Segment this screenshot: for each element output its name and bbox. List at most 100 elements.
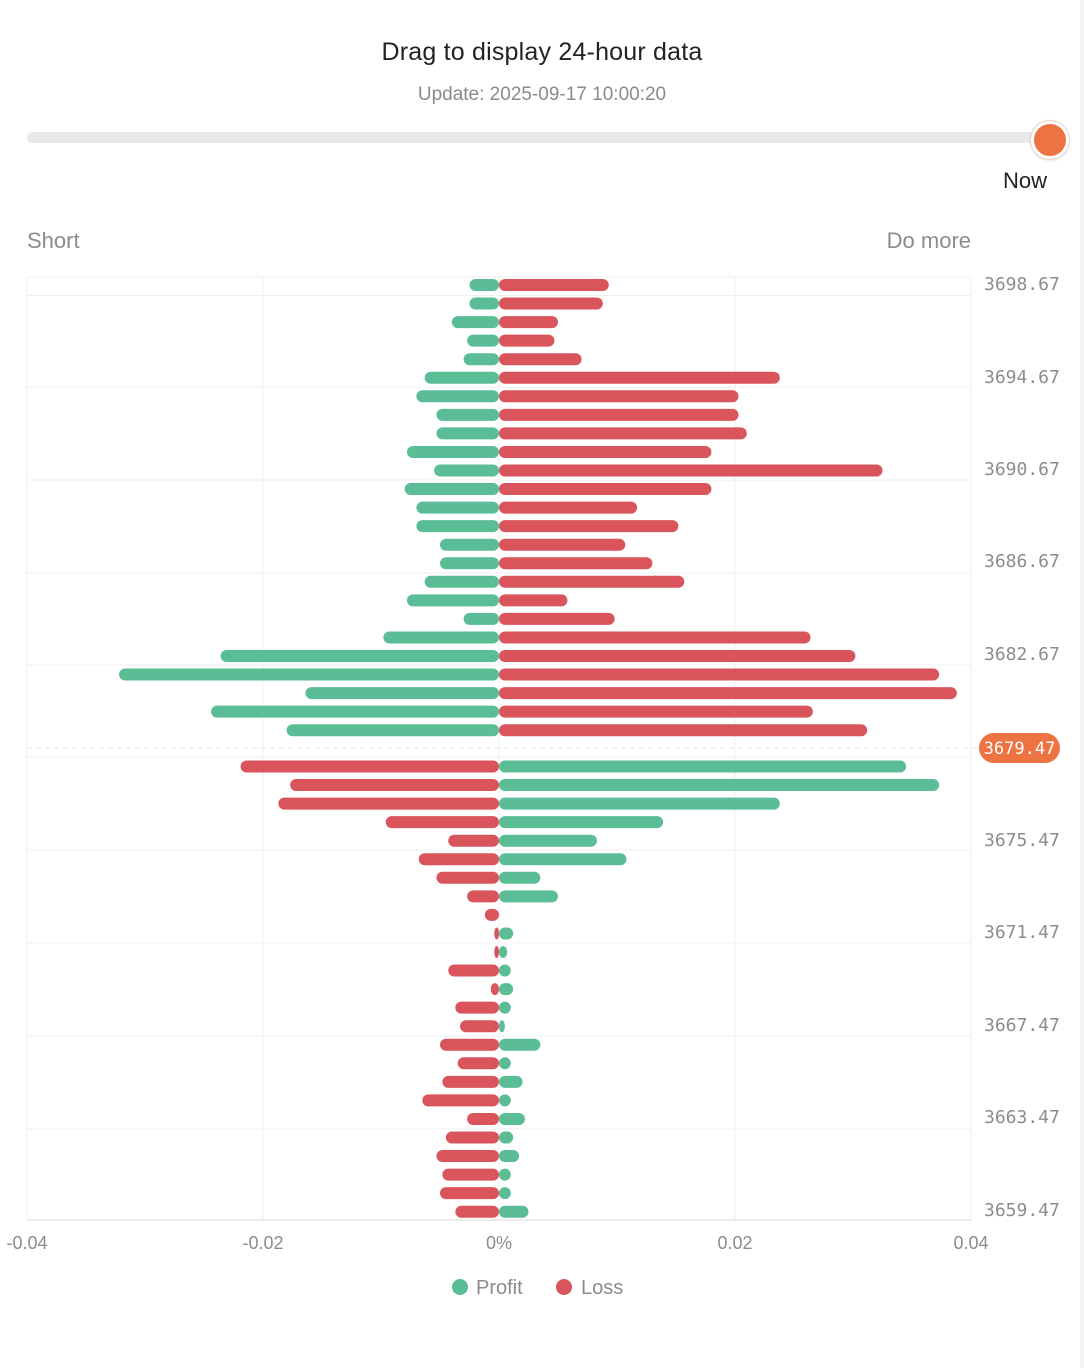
bar-below-long-0 [499,760,907,773]
bar-below-short-24 [455,1205,499,1218]
x-tick-label-1: -0.02 [242,1233,283,1253]
bar-above-long-4 [499,353,582,366]
bar-below-long-9 [499,927,514,940]
bar-above-long-15 [499,557,653,570]
bar-above-long-12 [499,501,638,514]
bar-above-long-1 [499,297,603,310]
bar-above-short-24 [286,724,499,737]
y-tick-label-5: 3675.47 [984,830,1060,851]
bar-below-long-18 [499,1094,511,1107]
bar-below-long-14 [499,1020,505,1033]
bar-below-long-17 [499,1075,523,1088]
short-label: Short [27,228,80,253]
bar-below-short-2 [278,797,499,810]
bar-above-long-6 [499,390,739,403]
bar-below-short-3 [385,816,499,829]
current-price-badge [979,733,1060,763]
bar-above-short-12 [416,501,499,514]
bar-above-long-22 [499,687,957,700]
legend-swatch-loss [556,1279,572,1295]
x-tick-label-0: -0.04 [6,1233,47,1253]
bar-above-long-20 [499,650,856,662]
bar-below-long-24 [499,1205,529,1218]
bar-above-long-8 [499,427,747,440]
bar-below-short-9 [494,927,499,940]
current-price-label: 3679.47 [984,739,1056,759]
x-tick-label-3: 0.02 [717,1233,752,1253]
bar-below-short-12 [490,983,499,996]
bar-below-long-22 [499,1168,511,1181]
bar-below-long-2 [499,797,780,810]
bar-below-short-4 [448,834,499,847]
bar-below-long-15 [499,1038,541,1051]
bar-above-short-7 [436,408,499,421]
bar-below-long-19 [499,1112,525,1125]
bar-above-short-19 [383,631,499,644]
bar-below-long-5 [499,853,627,866]
bar-below-short-20 [445,1131,499,1144]
bar-below-short-13 [455,1001,499,1014]
bar-below-long-11 [499,964,511,977]
bar-above-short-10 [434,464,499,477]
bar-below-long-20 [499,1131,514,1144]
bar-below-long-4 [499,834,597,847]
update-timestamp: Update: 2025-09-17 10:00:20 [417,84,667,105]
legend-swatch-profit [452,1279,468,1295]
bar-above-long-23 [499,705,813,718]
do-more-label: Do more [886,228,971,253]
bar-above-long-7 [499,408,739,421]
bar-above-short-13 [416,520,499,533]
time-slider-track[interactable] [27,132,1051,143]
bar-below-short-15 [440,1038,499,1051]
bar-above-short-18 [463,612,499,625]
y-tick-label-0: 3698.67 [984,274,1060,295]
slider-now-label: Now [1002,168,1047,193]
bar-below-long-12 [499,983,514,996]
y-tick-label-6: 3671.47 [984,922,1060,943]
bar-above-long-11 [499,483,712,496]
bar-below-short-1 [290,779,499,792]
bar-below-long-10 [499,946,508,958]
bar-below-short-23 [440,1187,499,1200]
bar-above-long-19 [499,631,811,644]
bar-above-long-2 [499,316,558,329]
bar-below-short-22 [442,1168,499,1181]
y-tick-label-3: 3686.67 [984,551,1060,572]
bar-below-short-16 [457,1057,499,1070]
bar-above-short-16 [424,575,499,588]
time-slider-handle[interactable] [1031,121,1069,159]
bar-below-long-16 [499,1057,511,1070]
bar-above-short-0 [469,279,499,291]
bar-above-long-16 [499,575,685,588]
bar-below-long-13 [499,1001,511,1014]
bar-above-short-1 [469,297,499,310]
bar-below-short-7 [467,890,499,903]
bar-above-short-5 [424,371,499,384]
bar-below-short-8 [484,908,499,921]
bar-below-short-5 [418,853,499,866]
bar-above-short-17 [406,594,499,607]
bar-below-short-17 [442,1075,499,1088]
bar-above-short-6 [416,390,499,403]
bar-above-long-24 [499,724,868,737]
bar-below-long-7 [499,890,558,903]
bar-above-short-21 [119,668,499,681]
bar-above-long-14 [499,538,626,551]
bar-above-short-3 [467,334,499,347]
bar-above-short-9 [406,445,499,458]
bar-above-short-11 [404,483,499,496]
bar-above-short-4 [463,353,499,366]
bar-above-short-8 [436,427,499,440]
bar-below-short-10 [494,946,499,958]
legend-label-loss: Loss [581,1277,623,1299]
bar-above-long-18 [499,612,615,625]
y-tick-label-9: 3659.47 [984,1200,1060,1221]
bar-below-long-23 [499,1187,511,1200]
bar-above-short-22 [305,687,499,700]
bar-above-short-23 [211,705,499,718]
bar-above-short-20 [220,650,499,662]
bar-below-long-1 [499,779,940,792]
bar-below-long-3 [499,816,664,829]
bar-above-long-5 [499,371,780,384]
page-edge [1080,0,1084,1368]
